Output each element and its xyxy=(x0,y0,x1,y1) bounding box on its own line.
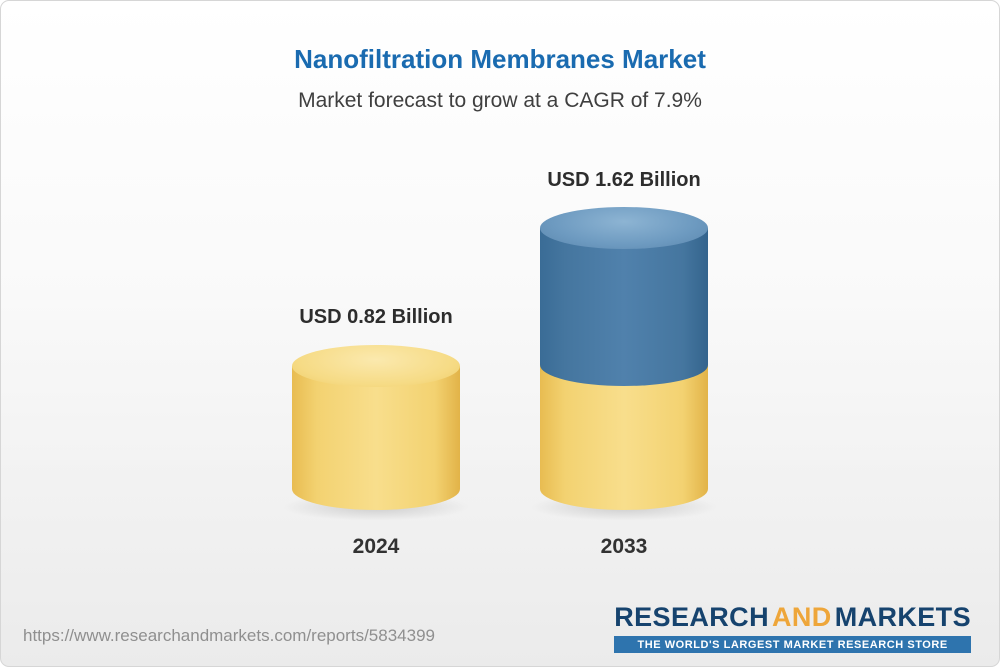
logo-word-research: RESEARCH xyxy=(614,602,769,633)
category-label-2024: 2024 xyxy=(352,535,400,558)
logo-word-and: AND xyxy=(771,602,832,633)
chart-subtitle: Market forecast to grow at a CAGR of 7.9… xyxy=(298,89,702,112)
cylinder-2033-blue-segment xyxy=(540,228,708,386)
research-and-markets-logo: RESEARCH AND MARKETS THE WORLD'S LARGEST M… xyxy=(614,602,971,653)
value-label-2033: USD 1.62 Billion xyxy=(547,169,701,191)
bar-group-2033: USD 1.62 Billion 2033 xyxy=(530,169,718,558)
logo-wordmark: RESEARCH AND MARKETS xyxy=(614,602,971,633)
cylinder-2024-top xyxy=(292,345,460,387)
cylinder-2033-yellow-segment xyxy=(540,365,708,510)
logo-tagline: THE WORLD'S LARGEST MARKET RESEARCH STOR… xyxy=(614,636,971,653)
cylinder-2033-top xyxy=(540,207,708,249)
value-label-2024: USD 0.82 Billion xyxy=(299,306,453,328)
logo-word-markets: MARKETS xyxy=(834,602,971,633)
chart-title: Nanofiltration Membranes Market xyxy=(294,44,706,74)
cylinder-2024-body xyxy=(292,366,460,510)
report-url[interactable]: https://www.researchandmarkets.com/repor… xyxy=(23,626,435,645)
bar-group-2024: USD 0.82 Billion 2024 xyxy=(282,306,470,558)
category-label-2033: 2033 xyxy=(600,535,648,558)
